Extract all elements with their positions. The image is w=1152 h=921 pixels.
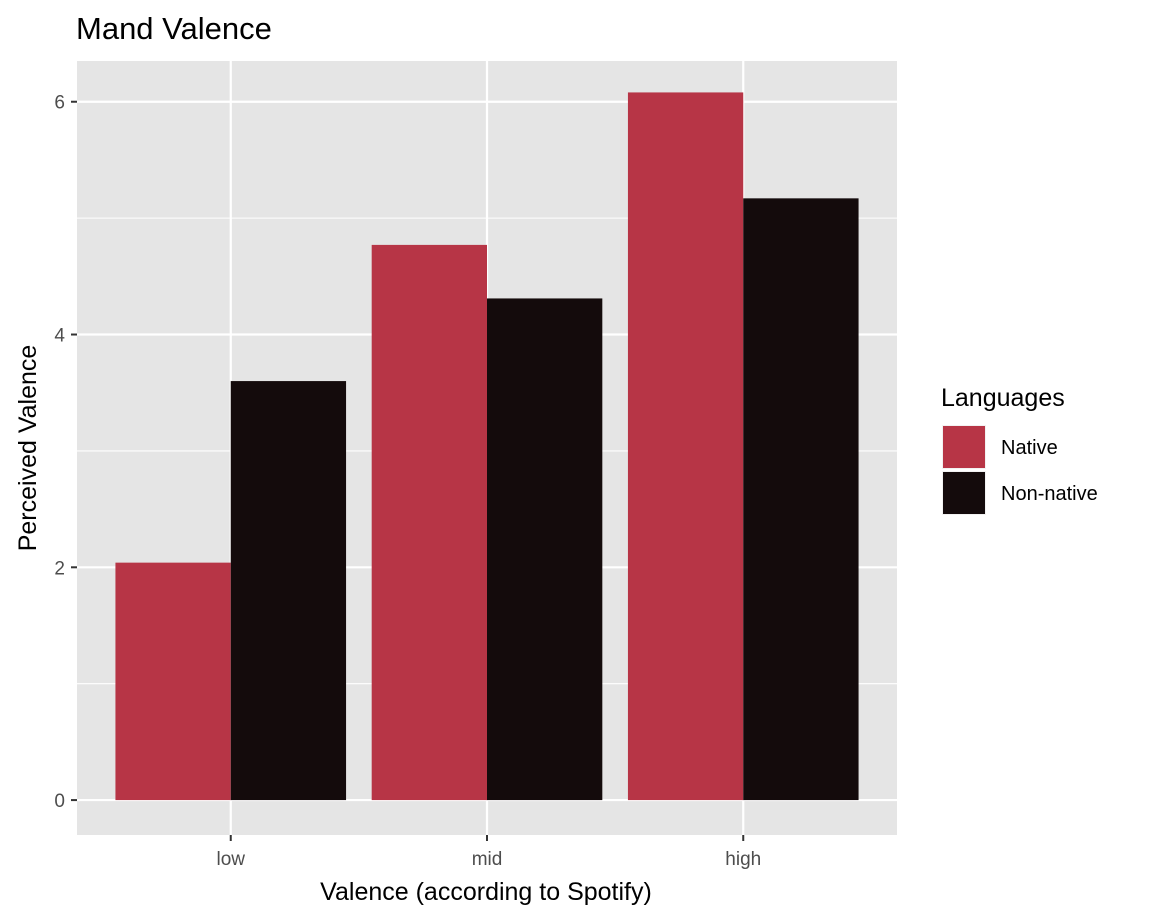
x-tick-label-low: low — [216, 849, 245, 870]
x-axis: low mid high — [216, 835, 761, 870]
y-tick-label: 6 — [54, 93, 65, 114]
bar-non-native-low — [230, 381, 347, 801]
legend-key-non-native — [943, 472, 985, 514]
bar-native-high — [627, 92, 744, 801]
y-axis-title: Perceived Valence — [14, 345, 42, 552]
y-tick-label: 0 — [54, 791, 65, 812]
bar-native-low — [115, 562, 231, 801]
x-axis-title: Valence (according to Spotify) — [320, 878, 652, 906]
chart-title: Mand Valence — [76, 11, 272, 46]
bars — [115, 92, 859, 801]
legend-label-non-native: Non-native — [1001, 483, 1098, 505]
legend-title: Languages — [941, 384, 1065, 412]
y-axis: 0 2 4 6 — [54, 93, 77, 812]
legend-key-native — [943, 426, 985, 468]
y-tick-label: 4 — [54, 326, 65, 347]
x-tick-label-mid: mid — [472, 849, 503, 870]
bar-native-mid — [371, 244, 487, 801]
x-tick-label-high: high — [725, 849, 761, 870]
legend: Languages Native Non-native — [941, 384, 1098, 515]
bar-non-native-high — [743, 198, 859, 801]
y-tick-label: 2 — [54, 558, 65, 579]
bar-non-native-mid — [487, 298, 603, 801]
legend-label-native: Native — [1001, 437, 1058, 459]
